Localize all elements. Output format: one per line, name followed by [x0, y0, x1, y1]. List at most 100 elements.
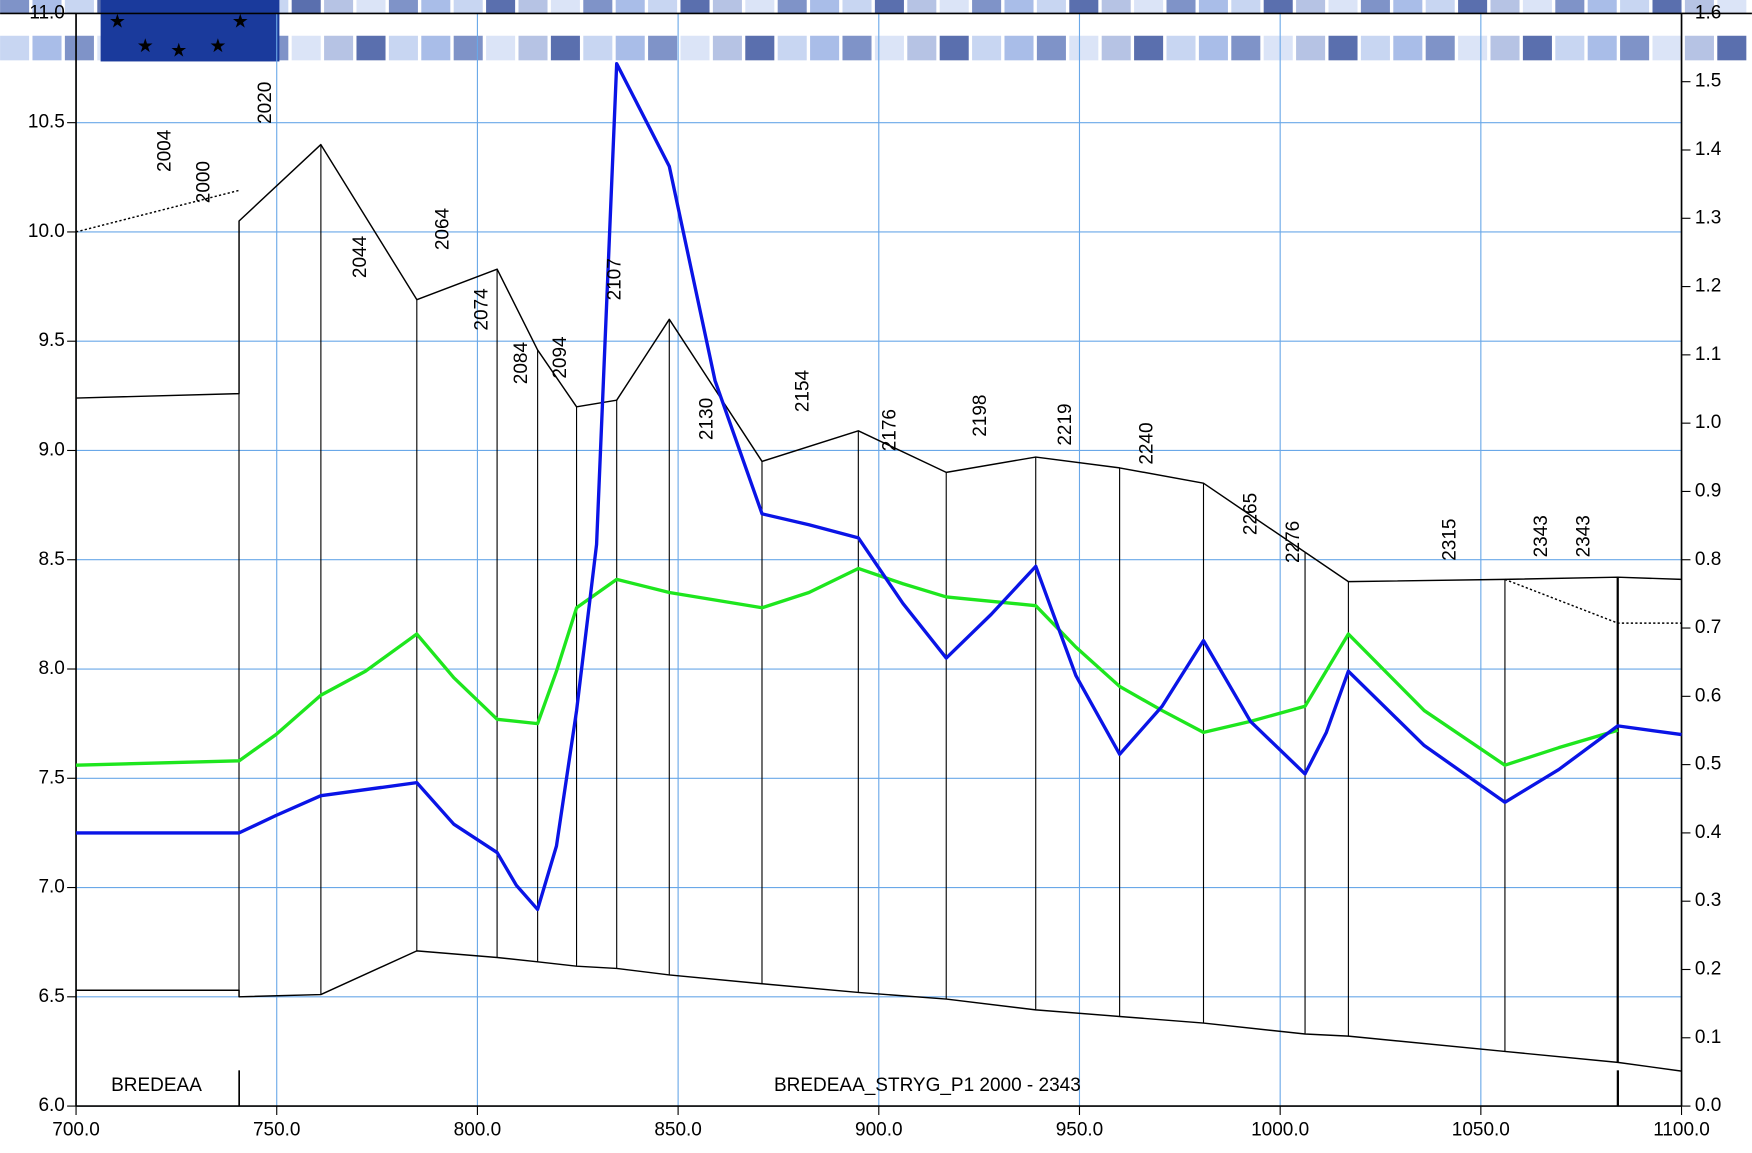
header-tile: [1069, 35, 1099, 61]
section-label: 2343: [1573, 515, 1594, 557]
y2-tick-label: 0.4: [1695, 822, 1721, 843]
header-tile: [0, 0, 30, 14]
y-tick-label: 9.0: [38, 439, 64, 460]
header-tile: [1458, 35, 1488, 61]
header-tile: [1620, 0, 1650, 14]
x-tick-label: 900.0: [855, 1120, 903, 1141]
header-tile: [1004, 35, 1034, 61]
header-tile: [453, 35, 483, 61]
header-tile: [680, 0, 710, 14]
header-tile: [1036, 35, 1066, 61]
section-label: 2276: [1283, 521, 1304, 563]
header-tile: [745, 0, 775, 14]
header-tile: [1717, 0, 1747, 14]
branch-label: BREDEAA_STRYG_P1 2000 - 2343: [774, 1075, 1081, 1096]
y-tick-label: 7.0: [38, 877, 64, 898]
y-tick-label: 7.5: [38, 767, 64, 788]
header-tile: [1036, 0, 1066, 14]
section-label: 2000: [194, 161, 215, 203]
header-tile: [1490, 0, 1520, 14]
y-tick-label: 9.5: [38, 330, 64, 351]
header-tile: [1069, 0, 1099, 14]
header-tile: [64, 0, 94, 14]
section-label: 2020: [255, 82, 276, 124]
y2-tick-label: 0.6: [1695, 685, 1721, 706]
header-tile: [1360, 0, 1390, 14]
header-tile: [1166, 35, 1196, 61]
header-tile: [1425, 35, 1455, 61]
header-tile: [1587, 35, 1617, 61]
header-tile: [1684, 0, 1714, 14]
x-tick-label: 700.0: [52, 1120, 100, 1141]
series-line: [76, 62, 1682, 912]
y-tick-label: 10.5: [28, 112, 65, 133]
header-tile: [1620, 35, 1650, 61]
y2-tick-label: 0.0: [1695, 1095, 1721, 1116]
header-tile: [1717, 35, 1747, 61]
header-tile: [745, 35, 775, 61]
x-tick-label: 950.0: [1056, 1120, 1104, 1141]
x-tick-label: 800.0: [454, 1120, 502, 1141]
header-tile: [1393, 0, 1423, 14]
header-tile: [583, 35, 613, 61]
header-tile: [1263, 0, 1293, 14]
header-tile: [453, 0, 483, 14]
header-tile: [518, 0, 548, 14]
header-tile: [1652, 35, 1682, 61]
header-tile: [777, 35, 807, 61]
header-tile: [810, 35, 840, 61]
y2-tick-label: 1.3: [1695, 207, 1721, 228]
y2-tick-label: 1.4: [1695, 139, 1721, 160]
header-tile: [291, 0, 321, 14]
y2-tick-label: 0.9: [1695, 480, 1721, 501]
header-tile: [615, 0, 645, 14]
section-label: 2219: [1055, 403, 1076, 445]
header-tile: [356, 35, 386, 61]
header-tile: [1296, 35, 1326, 61]
section-label: 2315: [1439, 519, 1460, 561]
y2-tick-label: 1.5: [1695, 71, 1721, 92]
header-tile: [842, 0, 872, 14]
section-label: 2343: [1531, 515, 1552, 557]
y2-tick-label: 1.2: [1695, 276, 1721, 297]
header-tile: [907, 0, 937, 14]
y-tick-label: 8.5: [38, 549, 64, 570]
header-tile: [1522, 35, 1552, 61]
header-tile: [1458, 0, 1488, 14]
y2-tick-label: 0.8: [1695, 549, 1721, 570]
section-label: 2094: [550, 336, 571, 378]
header-tile: [291, 35, 321, 61]
header-tile: [1263, 35, 1293, 61]
header-tile: [32, 35, 62, 61]
header-tile: [421, 0, 451, 14]
header-tile: [324, 35, 354, 61]
y2-tick-label: 1.1: [1695, 344, 1721, 365]
logo-star: ★: [137, 36, 154, 57]
header-tile: [1393, 35, 1423, 61]
logo-star: ★: [109, 11, 126, 32]
header-tile: [1360, 35, 1390, 61]
header-tile: [777, 0, 807, 14]
header-tile: [388, 35, 418, 61]
section-label: 2074: [472, 288, 493, 330]
header-tile: [810, 0, 840, 14]
logo-star: ★: [232, 11, 249, 32]
series-line: [75, 189, 1682, 624]
header-tile: [486, 35, 516, 61]
header-tile: [1522, 0, 1552, 14]
x-tick-label: 750.0: [253, 1120, 301, 1141]
header-tile: [907, 35, 937, 61]
header-tile: [874, 0, 904, 14]
header-tile: [648, 0, 678, 14]
header-tile: [712, 0, 742, 14]
header-tile: [0, 35, 30, 61]
section-label: 2107: [605, 258, 626, 300]
header-tile: [583, 0, 613, 14]
header-tile: [615, 35, 645, 61]
y-tick-label: 6.5: [38, 986, 64, 1007]
section-label: 2004: [154, 130, 175, 172]
header-tile: [712, 35, 742, 61]
y-tick-label: 10.0: [28, 221, 65, 242]
section-label: 2064: [433, 208, 454, 250]
